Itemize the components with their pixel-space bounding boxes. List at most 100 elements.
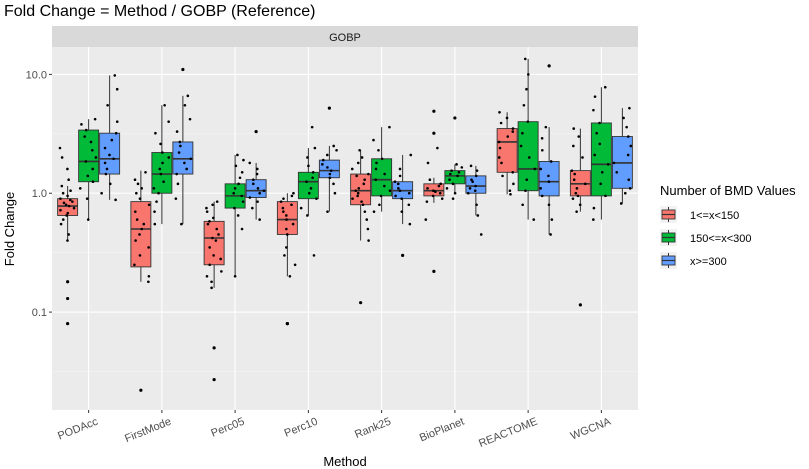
data-point — [623, 191, 627, 195]
outlier-point — [401, 253, 405, 257]
box — [245, 179, 267, 198]
data-point — [388, 125, 391, 129]
data-point — [356, 191, 360, 195]
data-point — [311, 176, 314, 180]
data-point — [211, 236, 214, 240]
data-point — [66, 211, 70, 215]
outlier-point — [327, 106, 331, 110]
data-point — [593, 153, 596, 157]
data-point — [281, 206, 285, 210]
data-point — [449, 172, 452, 176]
data-point — [593, 95, 597, 98]
data-point — [282, 210, 285, 213]
data-point — [292, 191, 295, 195]
data-point — [599, 182, 602, 186]
data-point — [61, 191, 65, 195]
data-point — [251, 182, 255, 186]
data-point — [155, 200, 158, 203]
box — [371, 158, 393, 197]
data-point — [66, 194, 69, 198]
data-point — [115, 120, 119, 123]
data-point — [394, 194, 397, 198]
data-point — [291, 222, 295, 226]
chart-title: Fold Change = Method / GOBP (Reference) — [4, 3, 315, 20]
data-point — [524, 189, 527, 193]
data-point — [61, 218, 65, 221]
box-group — [318, 106, 340, 213]
data-point — [470, 178, 473, 181]
data-point — [525, 87, 528, 91]
data-point — [308, 191, 311, 195]
data-point — [475, 169, 479, 172]
data-point — [189, 157, 193, 161]
legend-label: x>=300 — [690, 256, 727, 268]
data-point — [578, 203, 582, 207]
data-point — [540, 194, 544, 198]
box-group — [203, 200, 225, 382]
data-point — [570, 169, 574, 172]
data-point — [188, 117, 192, 121]
data-point — [217, 233, 220, 236]
facet-label: GOBP — [329, 32, 361, 44]
data-point — [595, 131, 598, 135]
data-point — [242, 158, 245, 162]
data-point — [549, 160, 553, 163]
data-point — [174, 197, 178, 200]
data-point — [576, 194, 580, 198]
data-point — [572, 144, 575, 148]
box-group — [371, 125, 393, 213]
data-point — [438, 191, 442, 195]
data-point — [236, 153, 239, 157]
data-point — [398, 174, 402, 178]
data-point — [240, 227, 244, 231]
data-point — [167, 120, 170, 123]
data-point — [84, 128, 88, 132]
data-point — [431, 194, 435, 198]
box-group — [78, 117, 100, 221]
data-point — [328, 172, 332, 176]
data-point — [451, 197, 455, 200]
data-point — [205, 275, 209, 278]
data-point — [240, 194, 243, 198]
data-point — [521, 203, 524, 207]
data-point — [106, 103, 109, 107]
box — [444, 170, 466, 185]
data-point — [114, 131, 118, 135]
data-point — [113, 74, 117, 77]
box-group — [151, 103, 173, 226]
data-point — [175, 130, 179, 133]
data-point — [360, 156, 364, 159]
box-group — [611, 106, 633, 205]
data-point — [159, 172, 163, 176]
data-point — [375, 161, 378, 165]
data-point — [83, 135, 86, 138]
data-point — [575, 187, 579, 190]
data-point — [592, 206, 596, 210]
data-point — [497, 140, 501, 144]
box-group — [517, 57, 539, 221]
data-point — [299, 206, 303, 210]
data-point — [453, 191, 457, 195]
data-point — [550, 218, 554, 221]
data-point — [89, 140, 93, 144]
data-point — [512, 182, 515, 186]
data-point — [615, 171, 619, 174]
data-point — [445, 187, 449, 190]
outlier-point — [212, 378, 216, 382]
data-point — [140, 227, 144, 231]
data-point — [210, 280, 213, 284]
data-point — [157, 191, 160, 195]
data-point — [460, 166, 464, 169]
data-point — [147, 246, 150, 249]
data-point — [388, 189, 392, 193]
data-point — [397, 187, 400, 190]
outlier-point — [254, 130, 258, 134]
data-point — [93, 117, 97, 121]
data-point — [519, 144, 523, 148]
data-point — [80, 123, 83, 126]
grid-lines — [52, 47, 638, 410]
data-point — [91, 180, 95, 184]
data-point — [133, 210, 137, 213]
data-point — [547, 203, 551, 207]
x-tick-label: Perc10 — [283, 416, 320, 440]
